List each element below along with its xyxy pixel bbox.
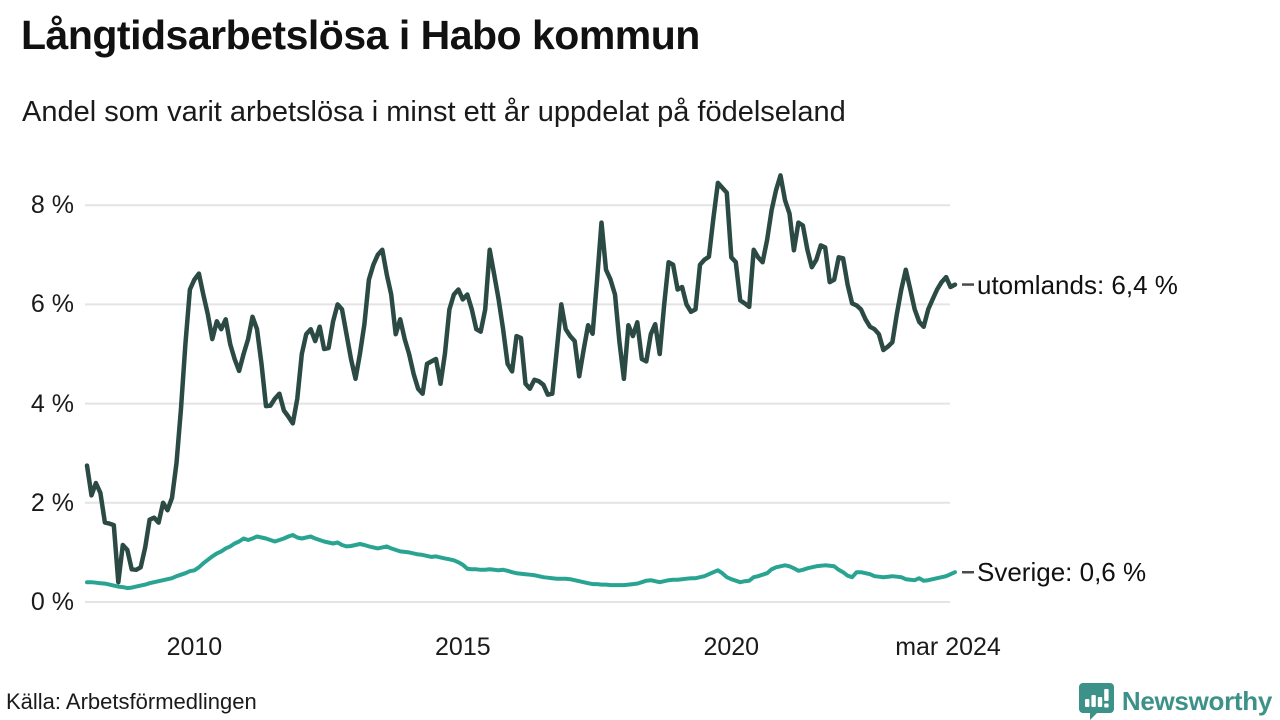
series-label-utomlands: utomlands: 6,4 % [977, 269, 1178, 300]
x-axis-label: mar 2024 [895, 633, 1001, 661]
y-axis-label: 6 % [30, 290, 74, 319]
y-axis-label: 0 % [30, 588, 74, 616]
source-note: Källa: Arbetsförmedlingen [6, 689, 257, 714]
y-axis-label: 8 % [30, 191, 74, 220]
y-axis-label: 2 % [30, 488, 74, 517]
newsworthy-icon [1078, 682, 1115, 720]
chart-subtitle: Andel som varit arbetslösa i minst ett å… [22, 96, 846, 128]
brand-name: Newsworthy [1121, 685, 1272, 716]
series-label-sverige: Sverige: 0,6 % [977, 557, 1147, 588]
series-line-sverige [85, 533, 957, 591]
page-title: Långtidsarbetslösa i Habo kommun [21, 12, 700, 58]
y-axis-label: 4 % [30, 389, 74, 418]
x-axis-label: 2020 [703, 633, 760, 661]
x-axis-label: 2015 [435, 633, 491, 661]
x-axis-label: 2010 [166, 633, 223, 661]
brand-logo: Newsworthy [1078, 682, 1272, 720]
series-line-utomlands [84, 173, 958, 585]
